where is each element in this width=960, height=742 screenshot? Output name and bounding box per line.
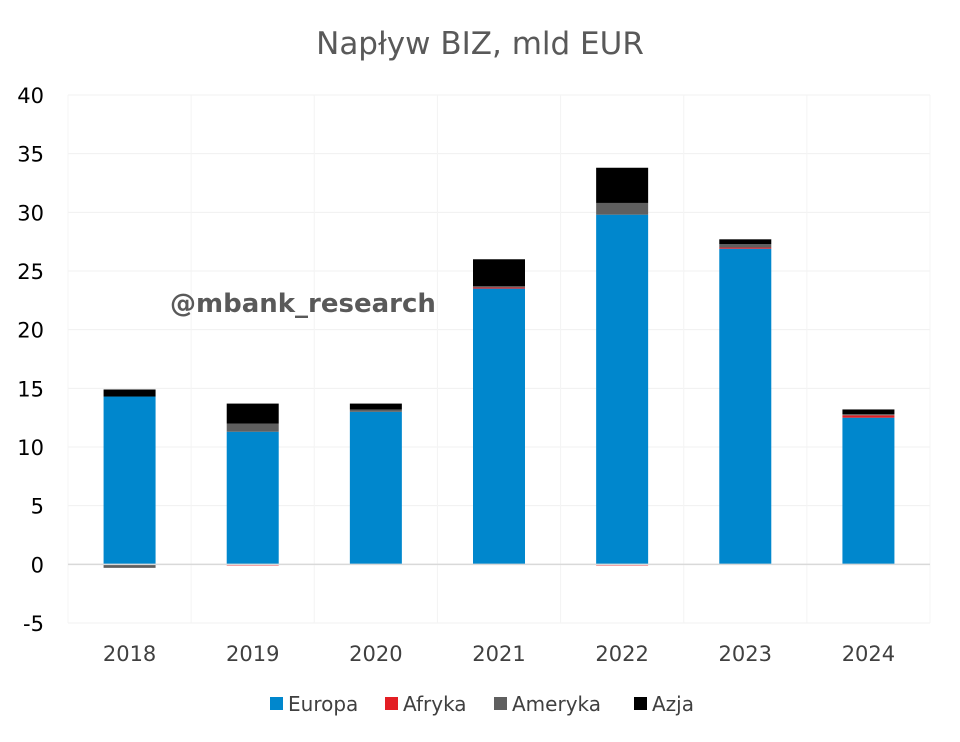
- y-tick-label: -5: [23, 612, 44, 636]
- bar-europa-2020: [349, 411, 402, 565]
- bar-europa-2018: [103, 396, 156, 565]
- x-tick-label: 2024: [842, 642, 895, 666]
- bar-ameryka-2021: [473, 286, 525, 288]
- bar-europa-2019: [226, 431, 279, 565]
- bar-afryka-2024: [842, 415, 895, 418]
- bar-azja-2019: [226, 403, 279, 424]
- bar-azja-2021: [473, 259, 525, 287]
- bar-azja-2023: [719, 239, 772, 245]
- legend-label-europa: Europa: [288, 692, 358, 716]
- legend-swatch-afryka: [385, 697, 398, 710]
- y-tick-label: 10: [17, 436, 44, 460]
- x-axis: 2018 2019 2020 2021 2022 2023 2024: [103, 642, 895, 666]
- bar-ameryka-2023: [719, 244, 772, 248]
- y-tick-label: 0: [31, 553, 44, 577]
- y-tick-label: 35: [17, 143, 44, 167]
- bar-ameryka-2020: [349, 409, 402, 412]
- legend-swatch-azja: [634, 697, 647, 710]
- bar-europa-2021: [473, 288, 525, 565]
- legend: Europa Afryka Ameryka Azja: [270, 692, 694, 716]
- x-tick-label: 2019: [226, 642, 279, 666]
- y-axis: -5 0 5 10 15 20 25 30 35 40: [17, 84, 44, 636]
- x-tick-label: 2018: [103, 642, 156, 666]
- x-tick-label: 2021: [472, 642, 525, 666]
- bar-europa-2024: [842, 417, 895, 565]
- bar-europa-2022: [596, 214, 649, 565]
- y-tick-label: 25: [17, 260, 44, 284]
- bar-ameryka-2024: [842, 414, 895, 416]
- y-tick-label: 15: [17, 377, 44, 401]
- legend-label-azja: Azja: [652, 692, 694, 716]
- legend-label-afryka: Afryka: [403, 692, 467, 716]
- bar-azja-2020: [349, 403, 402, 410]
- bar-azja-2022: [596, 167, 649, 203]
- legend-label-ameryka: Ameryka: [512, 692, 601, 716]
- y-tick-label: 30: [17, 201, 44, 225]
- chart-title: Napływ BIZ, mld EUR: [316, 26, 644, 62]
- x-tick-label: 2023: [719, 642, 772, 666]
- x-tick-label: 2020: [349, 642, 402, 666]
- bar-ameryka-2018: [103, 564, 156, 568]
- watermark: @mbank_research: [170, 289, 436, 319]
- bar-ameryka-2022: [596, 202, 649, 215]
- y-tick-label: 5: [31, 495, 44, 519]
- bar-afryka-2021: [473, 287, 525, 289]
- y-tick-label: 20: [17, 319, 44, 343]
- legend-swatch-europa: [270, 697, 283, 710]
- bar-europa-2023: [719, 248, 772, 565]
- bar-ameryka-2019: [226, 423, 279, 432]
- bar-azja-2018: [103, 389, 156, 397]
- bar-azja-2024: [842, 409, 895, 415]
- legend-swatch-ameryka: [494, 697, 507, 710]
- bars: [103, 167, 895, 568]
- x-tick-label: 2022: [595, 642, 648, 666]
- bar-afryka-2023: [719, 247, 772, 249]
- y-tick-label: 40: [17, 84, 44, 108]
